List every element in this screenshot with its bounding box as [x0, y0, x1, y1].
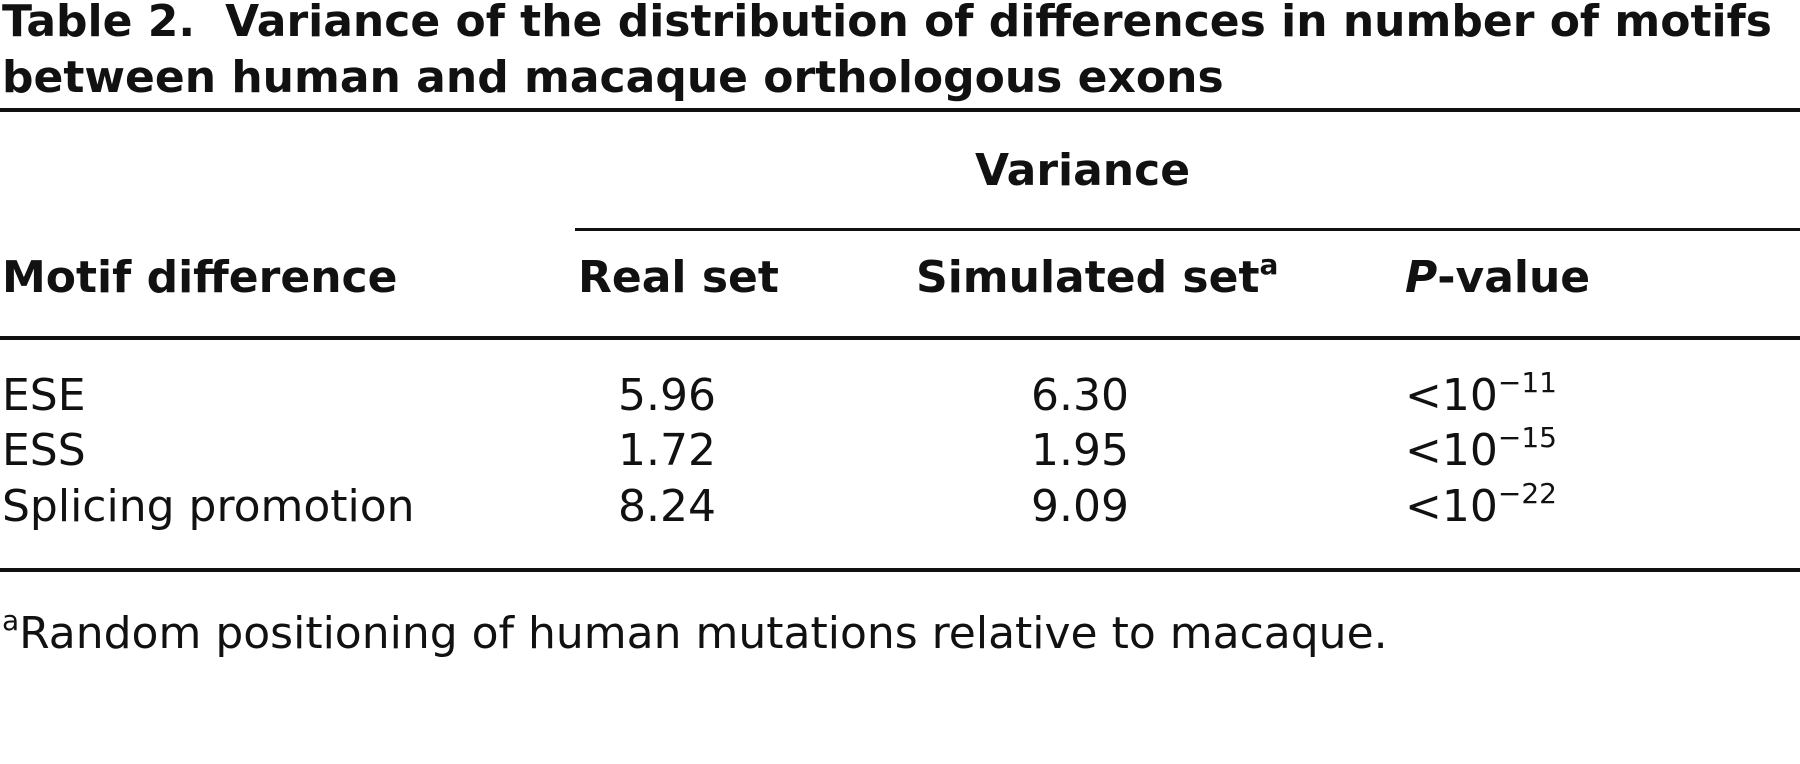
column-header: P-value: [1405, 252, 1590, 303]
bottom-rule: [0, 568, 1800, 572]
p-exponent: −22: [1497, 477, 1557, 510]
cell-value: 1.72: [618, 425, 716, 476]
p-exponent: −15: [1497, 421, 1557, 454]
table-label: Table 2.: [2, 0, 196, 47]
header-text: -value: [1437, 252, 1591, 303]
group-header: Variance: [975, 145, 1191, 196]
header-text: Simulated set: [916, 252, 1260, 303]
p-value: <10−15: [1405, 424, 1557, 477]
title-text: Variance of the distribution of differen…: [2, 0, 1772, 103]
top-rule: [0, 108, 1800, 112]
p-base: <10: [1405, 370, 1498, 421]
p-value: <10−22: [1405, 480, 1557, 533]
header-italic: P: [1405, 252, 1438, 303]
p-base: <10: [1405, 425, 1498, 476]
column-header: Motif difference: [2, 252, 398, 303]
footnote-mark: a: [1259, 248, 1279, 281]
row-label: ESE: [2, 370, 86, 421]
cell-value: 1.95: [1031, 425, 1129, 476]
row-label: Splicing promotion: [2, 481, 415, 532]
footnote: aRandom positioning of human mutations r…: [2, 607, 1388, 660]
cell-value: 9.09: [1031, 481, 1129, 532]
footnote-text: Random positioning of human mutations re…: [19, 608, 1388, 659]
p-base: <10: [1405, 481, 1498, 532]
header-rule: [0, 336, 1800, 340]
cell-value: 5.96: [618, 370, 716, 421]
column-header: Real set: [578, 252, 779, 303]
row-label: ESS: [2, 425, 86, 476]
cell-value: 6.30: [1031, 370, 1129, 421]
footnote-mark: a: [2, 604, 20, 637]
p-exponent: −11: [1497, 366, 1557, 399]
column-header: Simulated seta: [916, 251, 1278, 304]
cell-value: 8.24: [618, 481, 716, 532]
group-rule: [575, 228, 1800, 231]
p-value: <10−11: [1405, 369, 1557, 422]
table-title: Table 2. Variance of the distribution of …: [2, 0, 1792, 106]
